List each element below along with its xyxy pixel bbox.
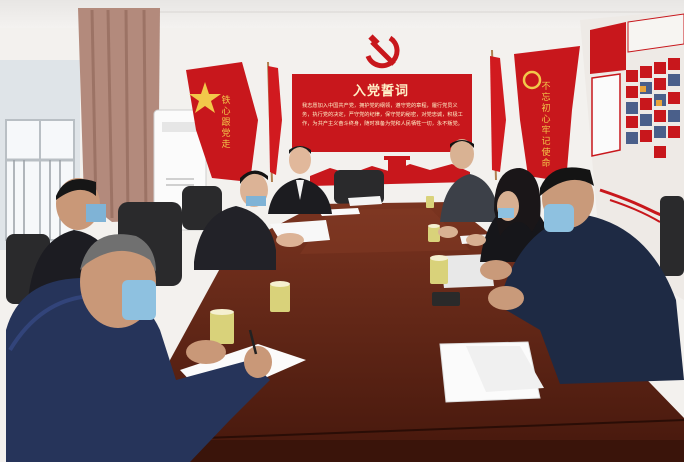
- right-banner-slogan: 不忘初心牢记使命: [541, 82, 551, 169]
- curtain: [78, 8, 160, 222]
- oath-text: 我志愿加入中国共产党，拥护党的纲领，遵守党的章程，履行党员义务，执行党的决定，严…: [302, 103, 463, 127]
- paper-cups: [210, 196, 448, 344]
- oath-title: 入党誓词: [352, 84, 409, 99]
- oath-board: [292, 74, 472, 152]
- person-right-near: [480, 167, 684, 384]
- right-flag-banner: [514, 46, 580, 182]
- wall-display: [590, 13, 684, 223]
- person-right-far: [438, 139, 500, 238]
- phone: [432, 292, 460, 306]
- person-foreground-writing: [6, 234, 272, 462]
- conference-table: [149, 202, 684, 462]
- party-emblem: [365, 34, 400, 69]
- person-center: [268, 146, 332, 214]
- left-banner-slogan: 铁心跟党走: [221, 96, 231, 150]
- person-left-middle: [194, 170, 304, 270]
- back-chairs: [6, 170, 684, 304]
- left-flag-banner: [186, 62, 258, 182]
